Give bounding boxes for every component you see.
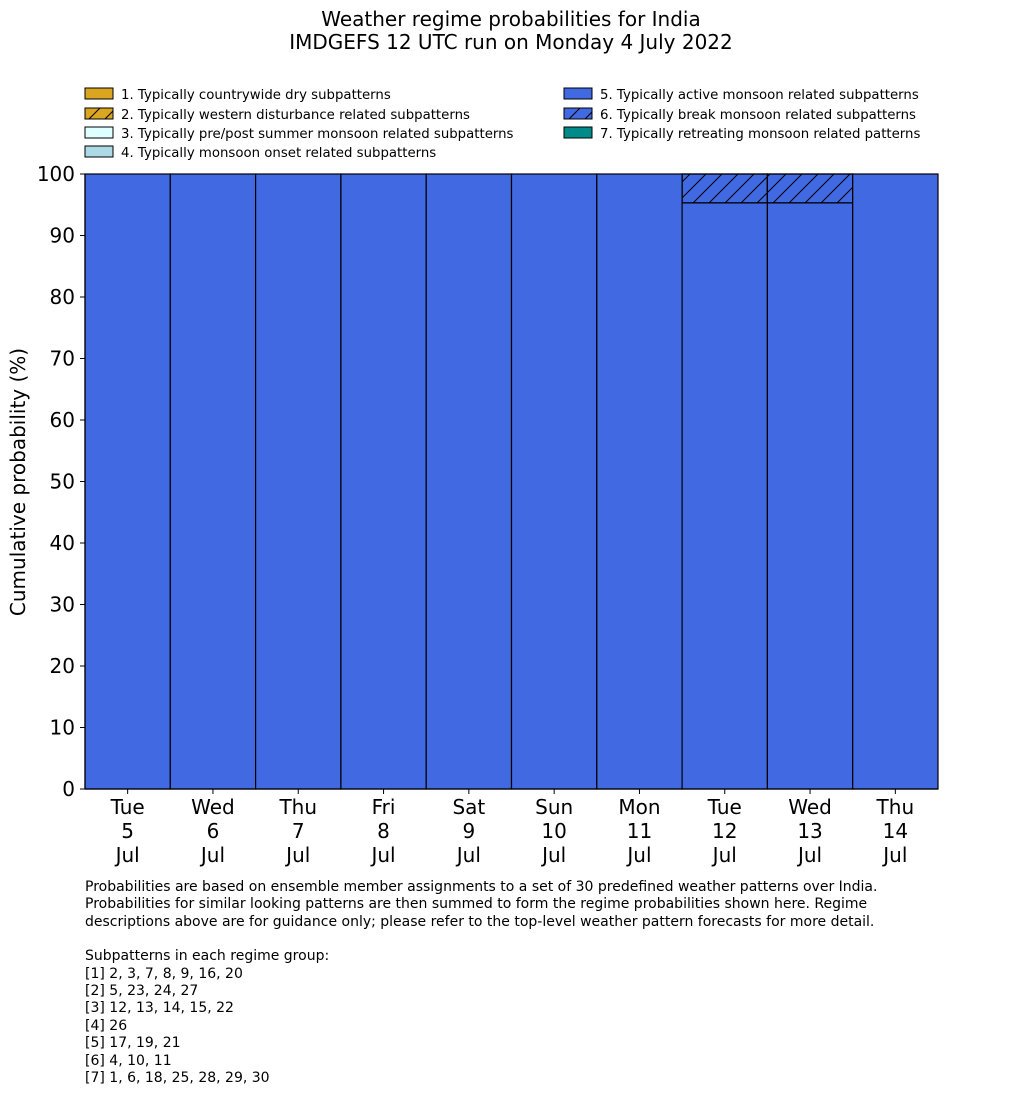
bar-segment-hatch bbox=[766, 173, 854, 204]
x-tick-label: Jul bbox=[114, 843, 140, 867]
x-tick-label: 8 bbox=[377, 819, 390, 843]
subpattern-group: [1] 2, 3, 7, 8, 9, 16, 20 bbox=[85, 965, 243, 982]
subpattern-group: [4] 26 bbox=[85, 1017, 128, 1034]
legend-swatch bbox=[563, 126, 593, 139]
x-tick-label: Jul bbox=[881, 843, 907, 867]
y-tick-label: 70 bbox=[50, 347, 75, 371]
legend-label: 7. Typically retreating monsoon related … bbox=[600, 127, 920, 142]
bar-segment-series-5 bbox=[169, 173, 257, 790]
x-tick-label: Jul bbox=[796, 843, 822, 867]
y-tick-label: 100 bbox=[37, 162, 75, 186]
legend-label: 4. Typically monsoon onset related subpa… bbox=[121, 146, 436, 161]
x-axis: Tue5JulWed6JulThu7JulFri8JulSat9JulSun10… bbox=[85, 788, 938, 867]
subpattern-group: [7] 1, 6, 18, 25, 28, 29, 30 bbox=[85, 1070, 270, 1087]
x-tick-label: Jul bbox=[625, 843, 651, 867]
x-tick-label: Jul bbox=[455, 843, 481, 867]
x-tick-label: Thu bbox=[876, 795, 915, 819]
bar-segment-series-5 bbox=[596, 173, 683, 790]
bar-segment-series-5 bbox=[681, 202, 768, 790]
legend-swatch bbox=[84, 145, 114, 158]
x-tick-label: 10 bbox=[541, 819, 566, 843]
legend-swatch bbox=[84, 87, 114, 100]
subpattern-group: [3] 12, 13, 14, 15, 22 bbox=[85, 1000, 234, 1017]
legend-label: 1. Typically countrywide dry subpatterns bbox=[121, 88, 391, 103]
bar-segment-series-5 bbox=[510, 173, 598, 790]
x-tick-label: Sun bbox=[535, 795, 573, 819]
subpattern-group: [6] 4, 10, 11 bbox=[85, 1052, 172, 1069]
x-tick-label: 13 bbox=[797, 819, 822, 843]
bar-stack-group bbox=[84, 173, 939, 790]
x-tick-label: 11 bbox=[627, 819, 652, 843]
x-tick-label: Jul bbox=[284, 843, 310, 867]
x-tick-label: Jul bbox=[540, 843, 566, 867]
x-tick-label: Thu bbox=[278, 795, 317, 819]
x-tick-label: 7 bbox=[292, 819, 305, 843]
legend-label: 6. Typically break monsoon related subpa… bbox=[600, 108, 916, 123]
x-tick-label: Wed bbox=[191, 795, 235, 819]
x-tick-label: 12 bbox=[712, 819, 737, 843]
x-tick-label: Tue bbox=[707, 795, 742, 819]
y-tick-label: 60 bbox=[50, 408, 75, 432]
x-tick-label: Tue bbox=[110, 795, 145, 819]
x-tick-label: 6 bbox=[207, 819, 220, 843]
subpattern-heading: Subpatterns in each regime group: bbox=[85, 948, 330, 965]
y-tick-label: 40 bbox=[50, 531, 75, 555]
legend-swatch bbox=[84, 126, 114, 139]
footnote-line: Probabilities for similar looking patter… bbox=[85, 896, 868, 913]
subpattern-group: [2] 5, 23, 24, 27 bbox=[85, 983, 199, 1000]
legend-label: 5. Typically active monsoon related subp… bbox=[600, 88, 919, 103]
x-tick-label: 9 bbox=[462, 819, 475, 843]
footnote-line: descriptions above are for guidance only… bbox=[85, 913, 875, 930]
bar-segment-series-5 bbox=[255, 173, 342, 790]
y-tick-label: 10 bbox=[50, 716, 75, 740]
chart-title: Weather regime probabilities for India bbox=[321, 7, 701, 31]
x-tick-label: Fri bbox=[372, 795, 396, 819]
footnote-block: Probabilities are based on ensemble memb… bbox=[85, 879, 1005, 1087]
legend: 1. Typically countrywide dry subpatterns… bbox=[84, 87, 920, 161]
bar-segment-series-5 bbox=[425, 173, 513, 790]
x-tick-label: Jul bbox=[711, 843, 737, 867]
x-tick-label: Mon bbox=[618, 795, 660, 819]
regime-probability-chart: Weather regime probabilities for India I… bbox=[6, 7, 939, 867]
y-tick-label: 50 bbox=[50, 470, 75, 494]
y-tick-label: 30 bbox=[50, 593, 75, 617]
legend-swatch bbox=[563, 87, 593, 100]
x-tick-label: Sat bbox=[452, 795, 485, 819]
y-tick-label: 80 bbox=[50, 285, 75, 309]
y-axis-label: Cumulative probability (%) bbox=[6, 348, 30, 616]
y-tick-label: 0 bbox=[62, 777, 75, 801]
subpattern-group: [5] 17, 19, 21 bbox=[85, 1035, 181, 1052]
x-tick-label: Jul bbox=[369, 843, 395, 867]
legend-label: 2. Typically western disturbance related… bbox=[121, 108, 470, 123]
y-tick-label: 20 bbox=[50, 654, 75, 678]
bar-segment-hatch bbox=[681, 173, 768, 204]
x-tick-label: 14 bbox=[883, 819, 908, 843]
x-tick-label: Wed bbox=[788, 795, 832, 819]
x-tick-label: 5 bbox=[121, 819, 134, 843]
footnote-line: Probabilities are based on ensemble memb… bbox=[85, 879, 878, 895]
legend-swatch-hatch bbox=[563, 107, 593, 120]
x-tick-label: Jul bbox=[199, 843, 225, 867]
bar-segment-series-5 bbox=[852, 173, 939, 790]
bar-segment-series-5 bbox=[766, 202, 854, 790]
bar-segment-series-5 bbox=[340, 173, 427, 790]
legend-swatch-hatch bbox=[84, 107, 114, 120]
legend-label: 3. Typically pre/post summer monsoon rel… bbox=[121, 127, 514, 142]
chart-subtitle: IMDGEFS 12 UTC run on Monday 4 July 2022 bbox=[289, 30, 733, 54]
y-axis: 0 10 20 30 40 50 60 70 80 90 100 bbox=[37, 162, 86, 801]
y-tick-label: 90 bbox=[50, 224, 75, 248]
bar-segment-series-5 bbox=[84, 173, 171, 790]
